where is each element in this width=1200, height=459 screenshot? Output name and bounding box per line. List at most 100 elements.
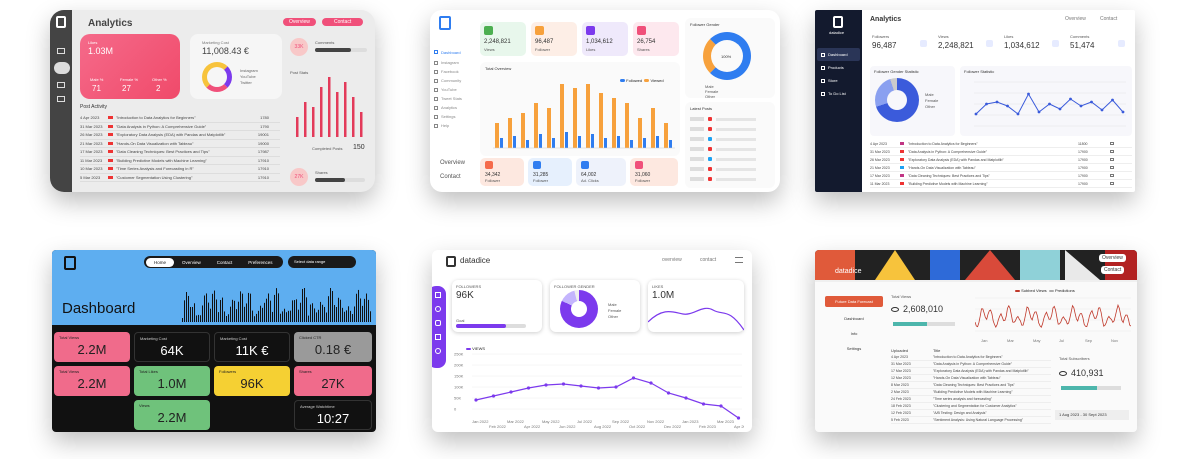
table-row[interactable]: 4 Apr 2023 "Introduction to Data Analytic…	[80, 114, 280, 123]
nav-item[interactable]: Store	[817, 74, 860, 87]
comment-icon	[1110, 150, 1114, 153]
tile-value: 2.2M	[157, 410, 187, 425]
nav-info[interactable]: Info	[850, 331, 858, 336]
table-row[interactable]: 31 Mar 2023 "Data Analysis in Python: A C…	[891, 361, 1051, 368]
nav-overview[interactable]: Overview	[182, 259, 201, 265]
contact-button[interactable]: Contact	[322, 18, 364, 26]
table-row[interactable]: 21 Mar 2023 "Hands-On Data Visualization …	[80, 140, 280, 148]
nav-home[interactable]: Home	[146, 257, 175, 267]
nav-item[interactable]: Dashboard	[817, 48, 860, 61]
chart-icon[interactable]	[57, 96, 65, 102]
nav-future-forecast[interactable]: Future Data Forecast	[825, 296, 883, 307]
wave-bar	[350, 310, 351, 322]
table-row[interactable]: 4 Apr 2023 "Introduction to Data Analytic…	[891, 354, 1051, 361]
wave-bar	[252, 310, 253, 322]
nav-item[interactable]: Products	[817, 61, 860, 74]
table-row[interactable]: 12 Feb 2023 "A/B Testing: Design and Anal…	[891, 410, 1051, 417]
followers-title: Follower Statistic	[964, 69, 995, 74]
table-row[interactable]: 2 Mar 2023 "Building Predictive Models wi…	[891, 389, 1051, 396]
row-title: "Exploratory Data Analysis (EDA) with Pa…	[908, 157, 1004, 162]
list-item[interactable]	[690, 174, 770, 184]
nav-item[interactable]: Analytics	[434, 103, 474, 112]
table-row[interactable]: 11 Mar 2023 "Building Predictive Models w…	[80, 157, 280, 165]
table-row[interactable]: 5 Mar 2023 "Customer Segmentation Using C…	[80, 174, 280, 182]
person-icon[interactable]	[435, 306, 441, 312]
table-row[interactable]: 5 Feb 2023 "Sentiment Analysis: Using Nat…	[891, 417, 1051, 424]
table-row[interactable]: 17 Mar 2023 "Exploratory Data Analysis (E…	[891, 368, 1051, 375]
grid-icon[interactable]	[435, 334, 441, 340]
overview-link[interactable]: Overview	[440, 160, 466, 166]
metric-tile: Marketing Cost 11K €	[214, 332, 290, 362]
youtube-icon	[108, 150, 113, 154]
table-row[interactable]: 26 Mar 2023 "Exploratory Data Analysis (E…	[870, 156, 1132, 164]
table-row[interactable]: 11 Mar 2023 "Building Predictive Models w…	[870, 180, 1132, 188]
title-header: Title	[933, 348, 941, 353]
table-row[interactable]: 18 Feb 2023 "Clustering and Segmentation …	[891, 403, 1051, 410]
contact-link[interactable]: Contact	[440, 174, 461, 180]
overview-button[interactable]: Overview	[283, 18, 316, 26]
stat-label: Views	[938, 34, 949, 39]
wave-bar	[280, 313, 281, 322]
date-range-select[interactable]: Select data range	[288, 256, 356, 268]
nav-item[interactable]: Facebook	[434, 67, 474, 76]
nav-item[interactable]: Help	[434, 121, 474, 130]
contact-link[interactable]: Contact	[1100, 16, 1118, 22]
list-item[interactable]	[690, 114, 770, 124]
nav-label: Facebook	[441, 69, 459, 74]
list-item[interactable]	[690, 144, 770, 154]
nav-contact[interactable]: Contact	[216, 259, 233, 265]
nav-item[interactable]: YouTube	[434, 85, 474, 94]
overview-link[interactable]: overview	[662, 257, 682, 263]
wave-bar	[292, 300, 293, 322]
home-icon[interactable]	[57, 48, 65, 54]
nav-label: Settings	[441, 114, 456, 119]
metric-tile: Total Views 2.2M	[54, 366, 130, 396]
side-toolbar	[432, 286, 446, 368]
nav-preferences[interactable]: Preferences	[248, 259, 273, 265]
follower-gender-card: Follower Gender 100% Male Female Other	[685, 18, 775, 99]
table-row[interactable]: 26 Mar 2023 "Exploratory Data Analysis (E…	[80, 131, 280, 140]
table-row[interactable]: 17 Mar 2023 "Data Cleaning Techniques: Be…	[80, 148, 280, 157]
data-point	[1079, 104, 1083, 108]
overview-button[interactable]: Overview	[1099, 254, 1126, 262]
nav-item[interactable]: Dashboard	[434, 46, 474, 58]
active-nav-icon[interactable]	[54, 62, 70, 74]
comments-badge: 33K	[290, 38, 308, 56]
contact-link[interactable]: contact	[700, 257, 717, 263]
nav-settings[interactable]: Settings	[846, 346, 862, 351]
grid-icon[interactable]	[57, 82, 65, 88]
table-row[interactable]: 31 Mar 2023 "Data Analysis in Python: A C…	[870, 148, 1132, 156]
list-item[interactable]	[690, 164, 770, 174]
table-row[interactable]: 8 Mar 2023 "Data Cleaning Techniques: Bes…	[891, 382, 1051, 389]
wave-bar	[366, 293, 367, 322]
table-row[interactable]: 24 Feb 2023 "Time series analysis and for…	[891, 396, 1051, 403]
row-count: 17900	[1078, 157, 1088, 162]
plus-icon[interactable]	[435, 348, 441, 354]
overview-link[interactable]: Overview	[1065, 16, 1086, 22]
table-row[interactable]: 31 Mar 2023 "Data Analysis in Python: A C…	[80, 123, 280, 131]
table-row[interactable]: 10 Mar 2023 "Time Series Analysis and For…	[80, 165, 280, 174]
followers-value: 96K	[456, 290, 474, 301]
nav-item[interactable]: To Do List	[817, 87, 860, 100]
data-point	[1058, 107, 1062, 111]
post-line	[716, 137, 756, 141]
x-tick-label: Jun 2022	[559, 424, 576, 429]
date-range-select[interactable]: 1 Aug 2023 - 30 Sept 2023	[1055, 410, 1129, 420]
broadcast-icon[interactable]	[435, 320, 441, 326]
table-row[interactable]: 21 Mar 2023 "Hands-On Data Visualization …	[870, 164, 1132, 172]
nav-item[interactable]: Tweet Stats	[434, 94, 474, 103]
table-row[interactable]: 12 Mar 2023 "Hands-On Data Visualization …	[891, 375, 1051, 382]
nav-item[interactable]: Community	[434, 76, 474, 85]
nav-item[interactable]: Settings	[434, 112, 474, 121]
nav-item[interactable]: Instagram	[434, 58, 474, 67]
contact-button[interactable]: Contact	[1101, 266, 1125, 274]
list-item[interactable]	[690, 134, 770, 144]
list-item[interactable]	[690, 124, 770, 134]
nav-dashboard[interactable]: Dashboard	[844, 316, 864, 321]
list-item[interactable]	[690, 154, 770, 164]
menu-icon[interactable]	[735, 257, 743, 263]
dashboard-icon[interactable]	[435, 292, 441, 298]
wave-bar	[198, 314, 199, 322]
table-row[interactable]: 17 Mar 2023 "Data Cleaning Techniques: Be…	[870, 172, 1132, 180]
table-row[interactable]: 4 Apr 2023 "Introduction to Data Analytic…	[870, 140, 1132, 148]
